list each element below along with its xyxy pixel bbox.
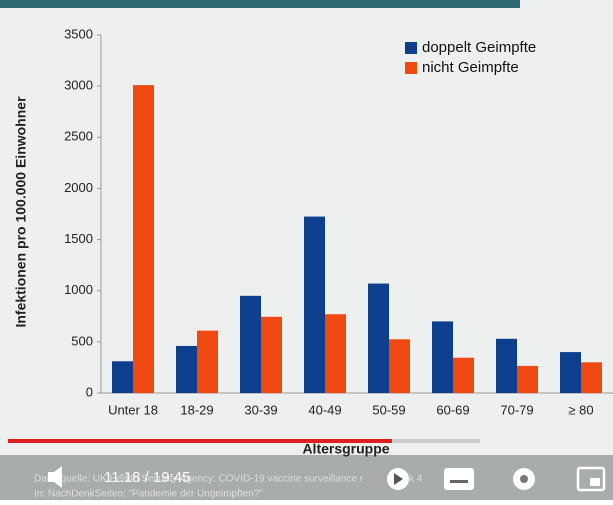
y-tick-label: 0 <box>86 384 93 399</box>
x-tick-label: ≥ 80 <box>568 402 593 417</box>
y-tick-label: 3000 <box>64 78 93 93</box>
bar <box>197 330 218 393</box>
bar <box>176 345 197 393</box>
x-tick-label: 60-69 <box>436 402 469 417</box>
y-tick-label: 1000 <box>64 282 93 297</box>
x-tick-label: Unter 18 <box>108 402 158 417</box>
x-tick-label: 30-39 <box>244 402 277 417</box>
y-tick-label: 2500 <box>64 129 93 144</box>
x-tick-label: 40-49 <box>308 402 341 417</box>
source-line: In: NachDenkSeiten: "Pandemie der Ungeim… <box>34 489 263 500</box>
miniplayer-button[interactable] <box>576 466 606 492</box>
bar <box>240 295 261 393</box>
y-tick-label: 1500 <box>64 231 93 246</box>
legend-swatch <box>405 42 417 54</box>
bar <box>453 357 474 393</box>
bar <box>432 321 453 393</box>
bar <box>560 352 581 393</box>
bar <box>112 361 133 393</box>
subtitles-button[interactable] <box>444 468 474 490</box>
top-image-strip <box>0 0 520 8</box>
plot: 0 500 1000 1500 2000 2500 3000 3500 Unter 18 18-2… <box>64 26 613 417</box>
y-axis-label: Infektionen pro 100.000 Einwohner <box>13 96 29 328</box>
play-icon <box>394 473 403 485</box>
legend-label: doppelt Geimpfte <box>422 39 536 56</box>
legend-swatch <box>405 62 417 74</box>
x-axis-label: Altersgruppe <box>302 441 389 457</box>
bar <box>581 362 602 393</box>
subtitles-icon-line <box>450 480 468 483</box>
bar <box>261 316 282 393</box>
y-tick-label: 2000 <box>64 180 93 195</box>
volume-icon[interactable] <box>48 466 62 488</box>
controls-shade <box>0 455 613 500</box>
bar <box>304 216 325 393</box>
time-display: 11:18 / 19:45 <box>104 469 190 486</box>
y-tick-label: 500 <box>71 333 93 348</box>
x-tick-label: 70-79 <box>500 402 533 417</box>
legend-label: nicht Geimpfte <box>422 59 519 76</box>
x-tick-label: 18-29 <box>180 402 213 417</box>
bar <box>517 365 538 393</box>
bar <box>389 339 410 393</box>
y-tick-label: 3500 <box>64 26 93 41</box>
settings-icon-hole <box>520 475 528 483</box>
bar <box>368 283 389 393</box>
source-line: Datenquelle: UK Health Security Agency: … <box>34 474 423 485</box>
bar <box>325 314 346 393</box>
progress-played <box>8 439 392 443</box>
miniplayer-icon <box>590 478 600 486</box>
bar <box>496 338 517 393</box>
bar <box>133 85 154 394</box>
x-tick-label: 50-59 <box>372 402 405 417</box>
